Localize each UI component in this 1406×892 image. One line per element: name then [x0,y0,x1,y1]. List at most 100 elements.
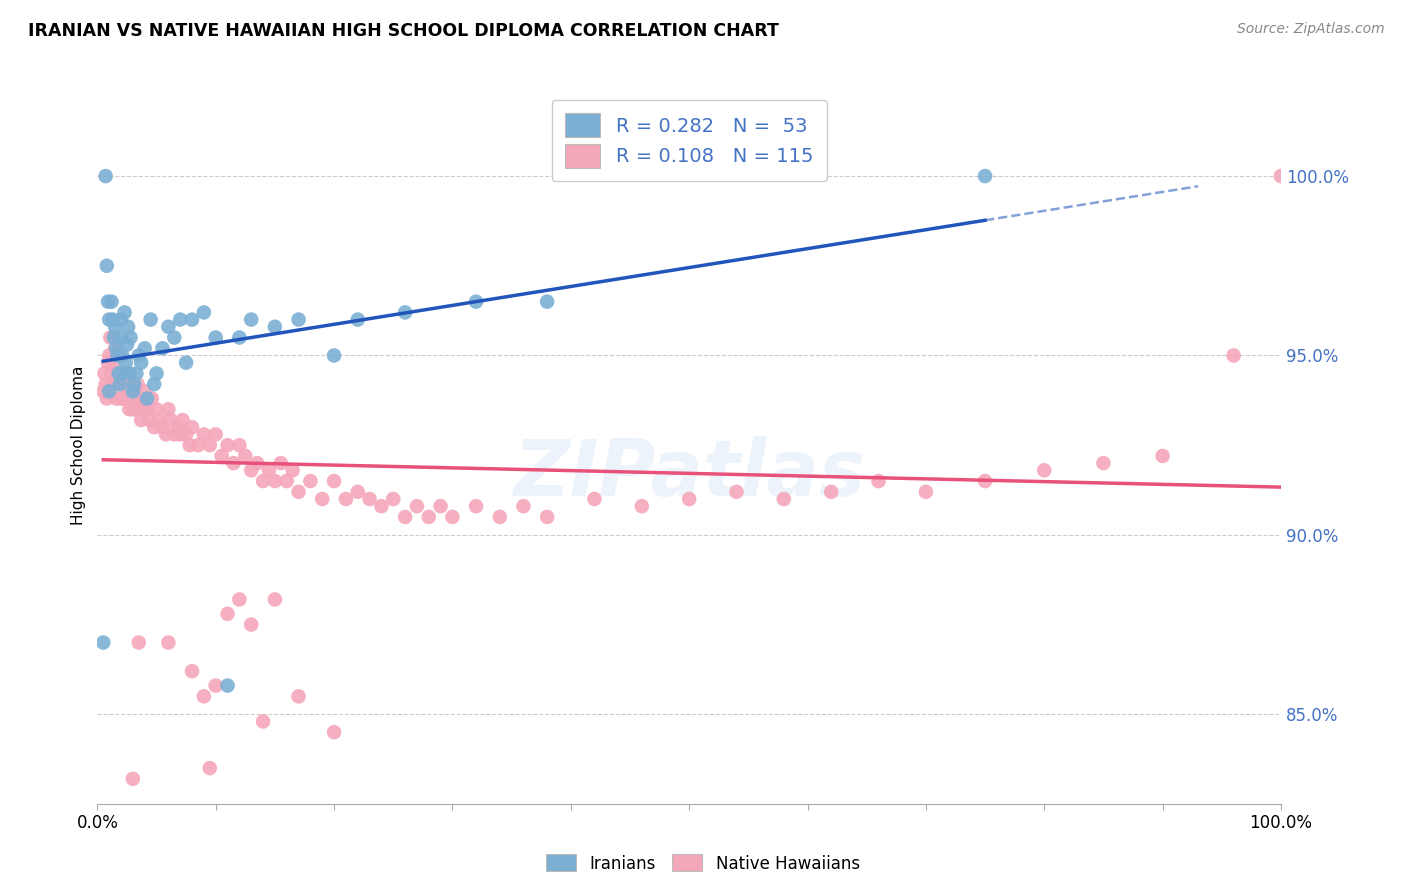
Point [1152,449,1174,463]
Point [114,305,136,319]
Point [110,312,132,326]
Point [536,294,558,309]
Point [465,294,488,309]
Point [118,402,141,417]
Point [163,427,186,442]
Point [148,413,170,427]
Point [193,305,215,319]
Point [204,679,226,693]
Point [134,384,156,399]
Point [125,367,148,381]
Point [128,635,150,649]
Point [103,330,125,344]
Point [172,413,194,427]
Point [157,635,180,649]
Point [240,463,263,477]
Point [323,474,346,488]
Point [465,499,488,513]
Point [136,402,159,417]
Point [187,438,209,452]
Point [204,427,226,442]
Point [630,499,652,513]
Point [181,312,204,326]
Point [98,312,121,326]
Text: ZIPatlas: ZIPatlas [513,436,865,512]
Point [110,330,132,344]
Point [974,474,997,488]
Point [105,341,128,355]
Point [104,341,127,355]
Point [382,491,405,506]
Point [152,341,174,355]
Point [181,420,204,434]
Point [121,392,143,406]
Point [127,377,149,392]
Point [974,169,997,183]
Point [228,330,250,344]
Point [204,330,226,344]
Point [138,413,160,427]
Point [110,392,132,406]
Point [145,367,167,381]
Point [169,427,191,442]
Point [287,312,309,326]
Point [134,341,156,355]
Point [217,607,239,621]
Point [181,664,204,678]
Point [174,427,197,442]
Point [114,377,136,392]
Point [166,420,188,434]
Point [346,312,368,326]
Point [1270,169,1292,183]
Point [120,384,142,399]
Point [179,438,201,452]
Point [139,312,162,326]
Point [136,392,159,406]
Point [97,294,120,309]
Point [98,330,121,344]
Point [222,456,245,470]
Point [155,427,177,442]
Point [868,474,890,488]
Point [100,294,122,309]
Point [128,349,150,363]
Point [281,463,304,477]
Point [94,377,117,392]
Point [157,402,180,417]
Point [264,319,287,334]
Point [725,484,748,499]
Point [211,449,233,463]
Point [98,349,121,363]
Point [264,474,287,488]
Point [441,510,464,524]
Point [152,420,174,434]
Point [346,484,368,499]
Point [198,761,221,775]
Point [678,491,700,506]
Point [169,312,191,326]
Point [114,356,136,370]
Point [143,420,166,434]
Point [96,392,118,406]
Point [107,367,129,381]
Point [1222,349,1244,363]
Point [128,402,150,417]
Point [299,474,322,488]
Point [217,679,239,693]
Point [114,392,136,406]
Point [124,402,146,417]
Point [820,484,842,499]
Point [122,377,145,392]
Point [488,510,510,524]
Point [103,356,125,370]
Point [163,330,186,344]
Point [193,427,215,442]
Point [108,349,131,363]
Point [323,725,346,739]
Point [240,312,263,326]
Point [145,402,167,417]
Point [276,474,298,488]
Point [583,491,606,506]
Point [270,456,292,470]
Point [359,491,381,506]
